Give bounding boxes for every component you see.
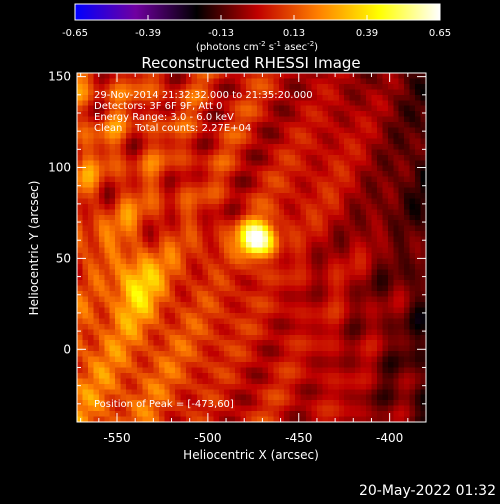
plot-timestamp: 20-May-2022 01:32 [359, 483, 496, 499]
x-tick-label: -400 [376, 431, 403, 445]
colorbar-unit-label: (photons cm-2 s-1 asec-2) [196, 40, 318, 53]
x-tick-label: -550 [103, 431, 130, 445]
colorbar-tick-label: 0.13 [283, 28, 305, 39]
colorbar-tick-label: -0.65 [62, 28, 88, 39]
plot-frame [76, 72, 427, 423]
y-tick-label: 150 [48, 70, 71, 84]
x-tick-label: -500 [194, 431, 221, 445]
y-axis-label: Heliocentric Y (arcsec) [27, 181, 41, 316]
x-axis-ticks: -550 -500 -450 -400 [80, 73, 427, 445]
chart-title: Reconstructed RHESSI Image [141, 54, 360, 72]
info-line-counts: Clean Total counts: 2.27E+04 [94, 123, 251, 134]
y-tick-label: 0 [63, 342, 71, 356]
y-tick-label: 50 [56, 251, 71, 265]
colorbar-tick-label: 0.39 [356, 28, 378, 39]
info-line-time-range: 29-Nov-2014 21:32:32.000 to 21:35:20.000 [94, 90, 313, 101]
colorbar: -0.65 -0.39 -0.13 0.13 0.39 0.65 (photons cm-… [62, 3, 451, 53]
colorbar-tick-label: -0.39 [135, 28, 161, 39]
colorbar-tick-label: -0.13 [208, 28, 234, 39]
colorbar-ticks: -0.65 -0.39 -0.13 0.13 0.39 0.65 [62, 15, 451, 39]
x-axis-label: Heliocentric X (arcsec) [183, 448, 319, 462]
info-line-energy: Energy Range: 3.0 - 6.0 keV [94, 112, 234, 123]
colorbar-gradient [74, 3, 441, 21]
info-line-detectors: Detectors: 3F 6F 9F, Att 0 [94, 101, 222, 112]
colorbar-tick-label: 0.65 [429, 28, 451, 39]
heatmap-image [77, 73, 426, 422]
peak-position-label: Position of Peak = [-473,60] [94, 399, 234, 410]
info-text: 29-Nov-2014 21:32:32.000 to 21:35:20.000… [94, 90, 313, 410]
plot-area [77, 73, 426, 422]
x-tick-label: -450 [285, 431, 312, 445]
y-axis-ticks: 0 50 100 150 [48, 70, 426, 423]
y-tick-label: 100 [48, 161, 71, 175]
